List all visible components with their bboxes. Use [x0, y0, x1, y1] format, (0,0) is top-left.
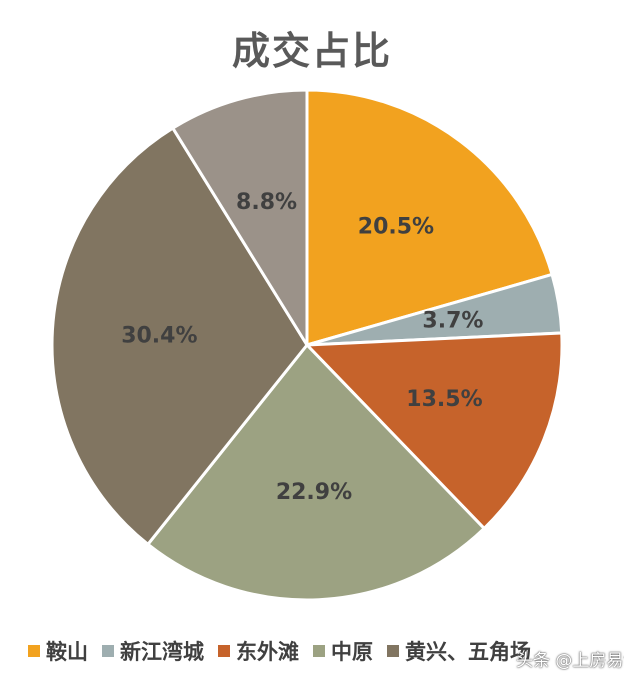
pie-slice-other	[171, 88, 309, 347]
legend-swatch-zhongyuan	[313, 645, 325, 657]
legend-label-dongwaitan: 东外滩	[236, 639, 299, 664]
chart-legend: 鞍山 新江湾城 东外滩 中原 黄兴、五角场	[28, 636, 545, 666]
pie-label-anshan: 20.5%	[358, 214, 434, 239]
pie-label-other: 8.8%	[236, 190, 297, 215]
pie-label-dongwaitan: 13.5%	[406, 387, 482, 412]
pie-label-huangxing-wujiaochang: 30.4%	[121, 324, 197, 349]
legend-swatch-anshan	[28, 645, 40, 657]
legend-swatch-huangxing-wujiaochang	[387, 645, 399, 657]
legend-item-zhongyuan: 中原	[313, 636, 373, 666]
pie-label-xinjiangwancheng: 3.7%	[422, 308, 483, 333]
watermark: 头条 @上房易访	[516, 651, 624, 671]
legend-label-xinjiangwancheng: 新江湾城	[120, 639, 204, 664]
legend-item-xinjiangwancheng: 新江湾城	[102, 636, 204, 666]
legend-item-anshan: 鞍山	[28, 636, 88, 666]
legend-item-huangxing-wujiaochang: 黄兴、五角场	[387, 636, 531, 666]
pie-slice-zhongyuan	[146, 343, 486, 602]
chart-title: 成交占比	[231, 28, 392, 73]
legend-swatch-xinjiangwancheng	[102, 645, 114, 657]
pie-slice-anshan	[305, 88, 554, 347]
legend-swatch-dongwaitan	[218, 645, 230, 657]
legend-item-dongwaitan: 东外滩	[218, 636, 299, 666]
pie-slice-huangxing-wujiaochang	[50, 126, 309, 546]
pie-label-zhongyuan: 22.9%	[276, 480, 352, 505]
legend-label-anshan: 鞍山	[46, 639, 88, 664]
pie-slice-dongwaitan	[305, 331, 564, 530]
legend-label-huangxing-wujiaochang: 黄兴、五角场	[405, 639, 531, 664]
legend-label-zhongyuan: 中原	[331, 639, 373, 664]
